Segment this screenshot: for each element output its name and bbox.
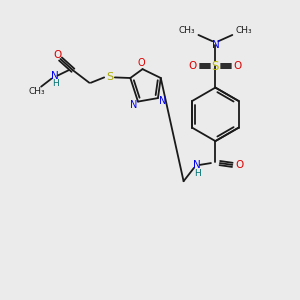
Text: N: N <box>212 40 219 50</box>
Text: O: O <box>137 58 145 68</box>
Text: S: S <box>106 72 113 82</box>
Text: N: N <box>51 70 58 81</box>
Text: CH₃: CH₃ <box>179 26 196 35</box>
Text: O: O <box>53 50 62 59</box>
Text: O: O <box>236 160 244 170</box>
Text: O: O <box>234 61 242 71</box>
Text: N: N <box>159 96 166 106</box>
Text: CH₃: CH₃ <box>235 26 252 35</box>
Text: N: N <box>130 100 137 110</box>
Text: H: H <box>194 169 201 178</box>
Text: CH₃: CH₃ <box>29 87 46 96</box>
Text: N: N <box>193 160 201 170</box>
Text: H: H <box>52 80 59 88</box>
Text: S: S <box>212 60 219 73</box>
Text: O: O <box>189 61 197 71</box>
